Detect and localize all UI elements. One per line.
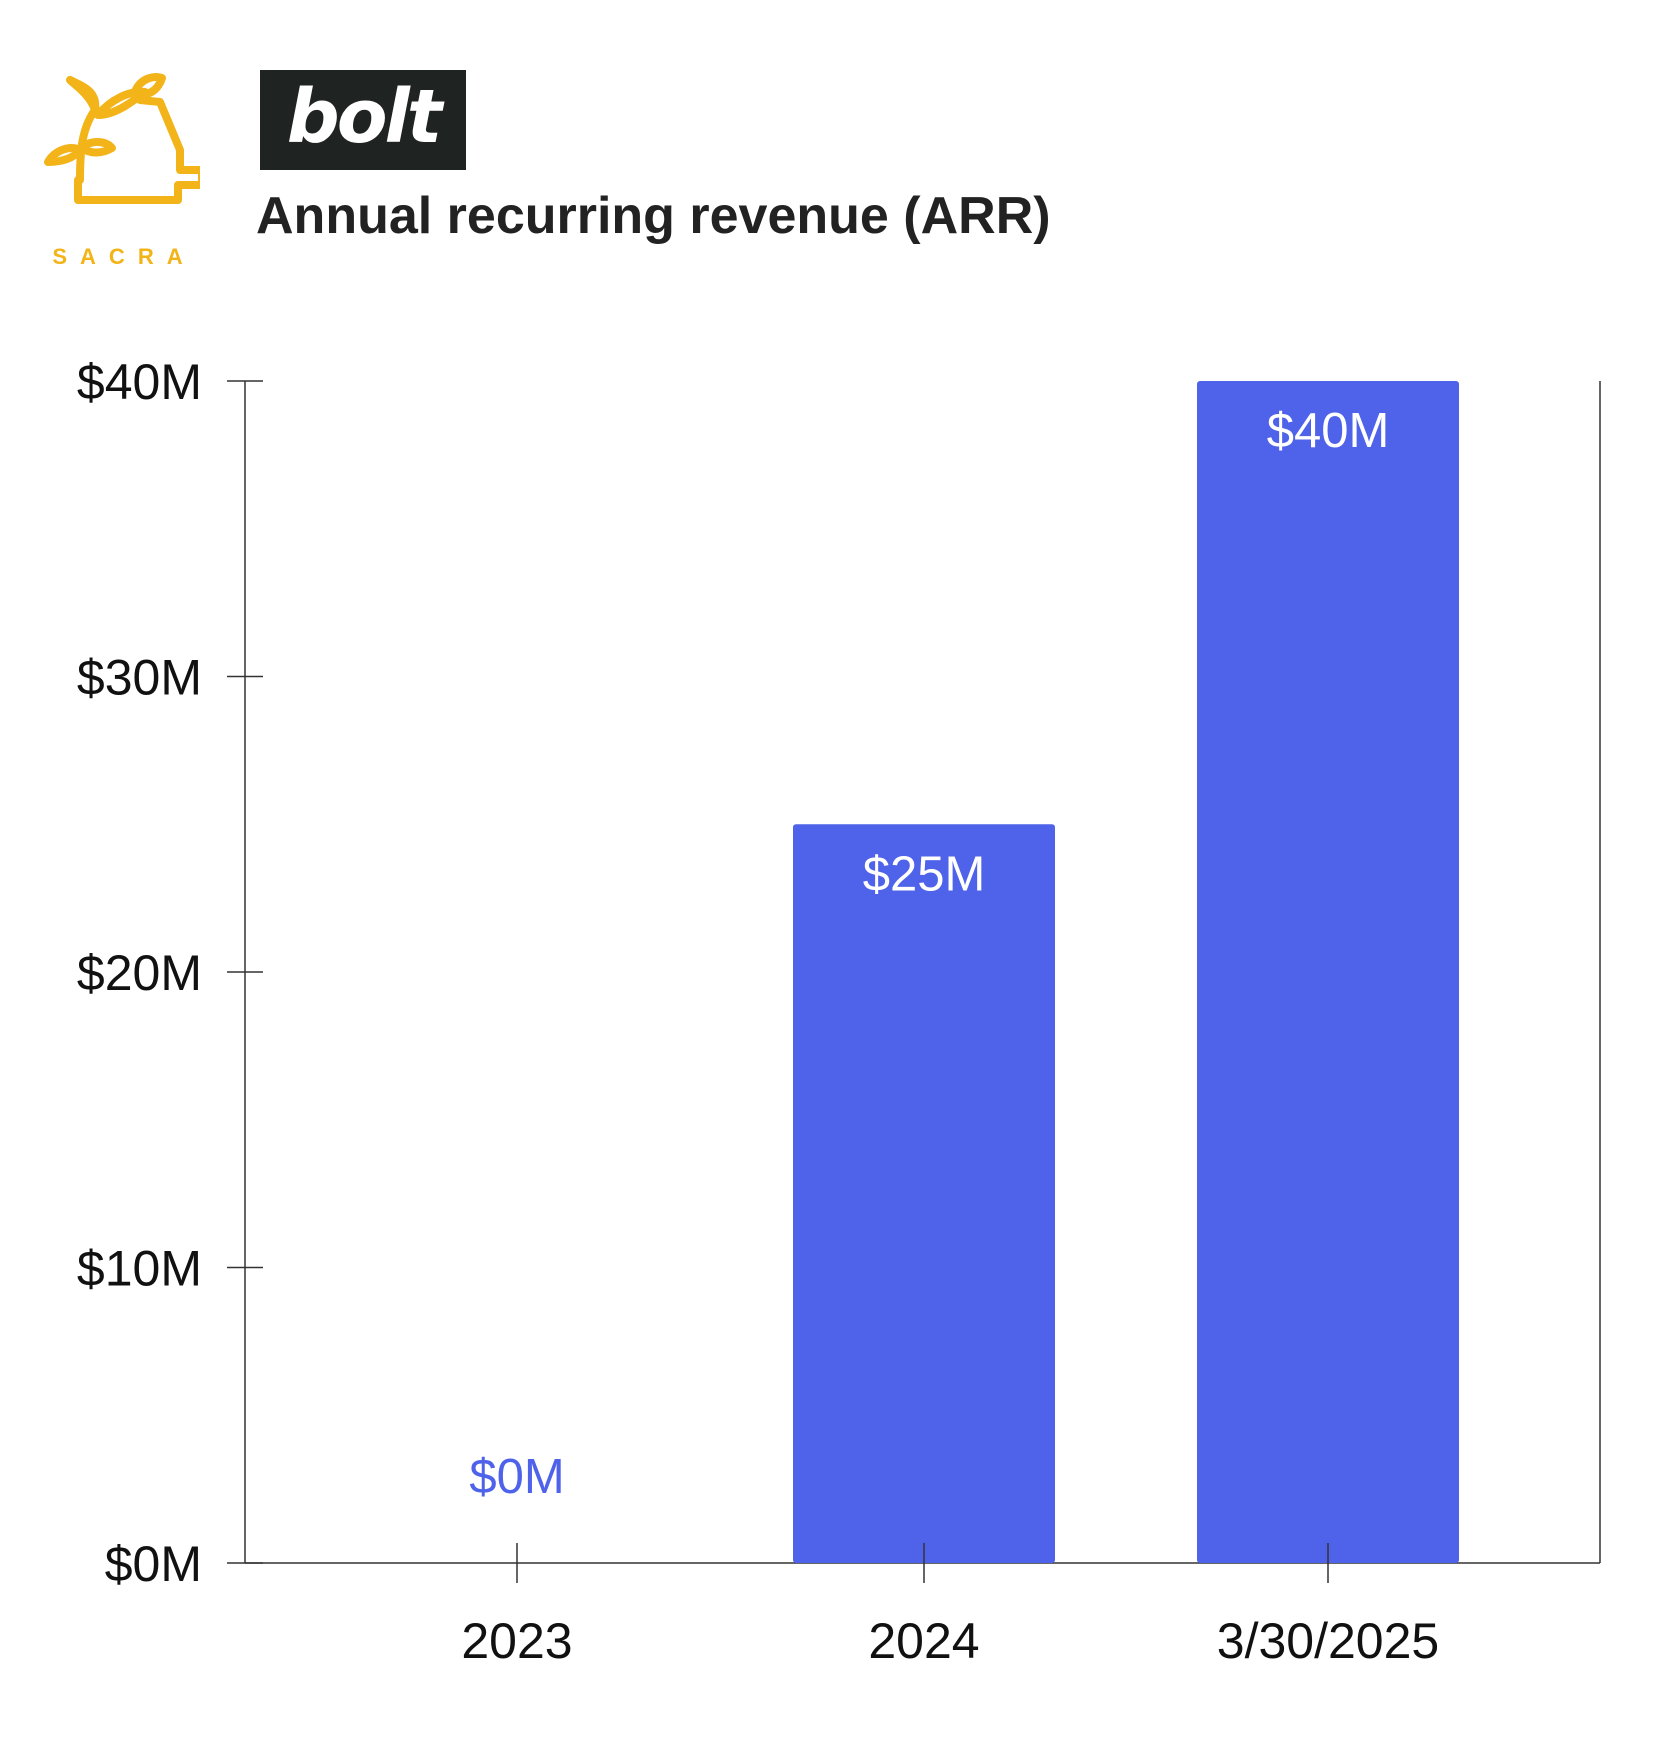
y-tick-label: $40M — [77, 354, 202, 410]
y-axis-ticks: $0M $10M $20M $30M $40M — [77, 354, 263, 1592]
bolt-logo: bolt — [260, 70, 466, 170]
data-label: $0M — [469, 1450, 564, 1504]
bar-3/30/2025 — [1197, 381, 1459, 1563]
chart-title: Annual recurring revenue (ARR) — [256, 187, 1051, 245]
y-tick-label: $10M — [77, 1241, 202, 1297]
sacra-logo: SACRA — [40, 70, 200, 270]
y-tick-label: $0M — [105, 1536, 202, 1592]
x-tick-label: 3/30/2025 — [1217, 1613, 1439, 1669]
bar-2024 — [793, 824, 1055, 1563]
data-label: $40M — [1267, 404, 1390, 458]
y-tick-label: $30M — [77, 650, 202, 706]
sacra-house-plant-icon — [44, 72, 200, 204]
x-tick-label: 2024 — [868, 1613, 979, 1669]
bolt-logo-text: bolt — [286, 74, 443, 160]
x-tick-label: 2023 — [461, 1613, 572, 1669]
y-tick-label: $20M — [77, 945, 202, 1001]
chart-bars — [793, 381, 1459, 1563]
chart-data-labels: $0M $25M $40M — [469, 404, 1389, 1504]
x-axis-ticks: 2023 2024 3/30/2025 — [461, 1543, 1439, 1669]
sacra-wordmark: SACRA — [52, 244, 196, 269]
data-label: $25M — [863, 847, 986, 901]
